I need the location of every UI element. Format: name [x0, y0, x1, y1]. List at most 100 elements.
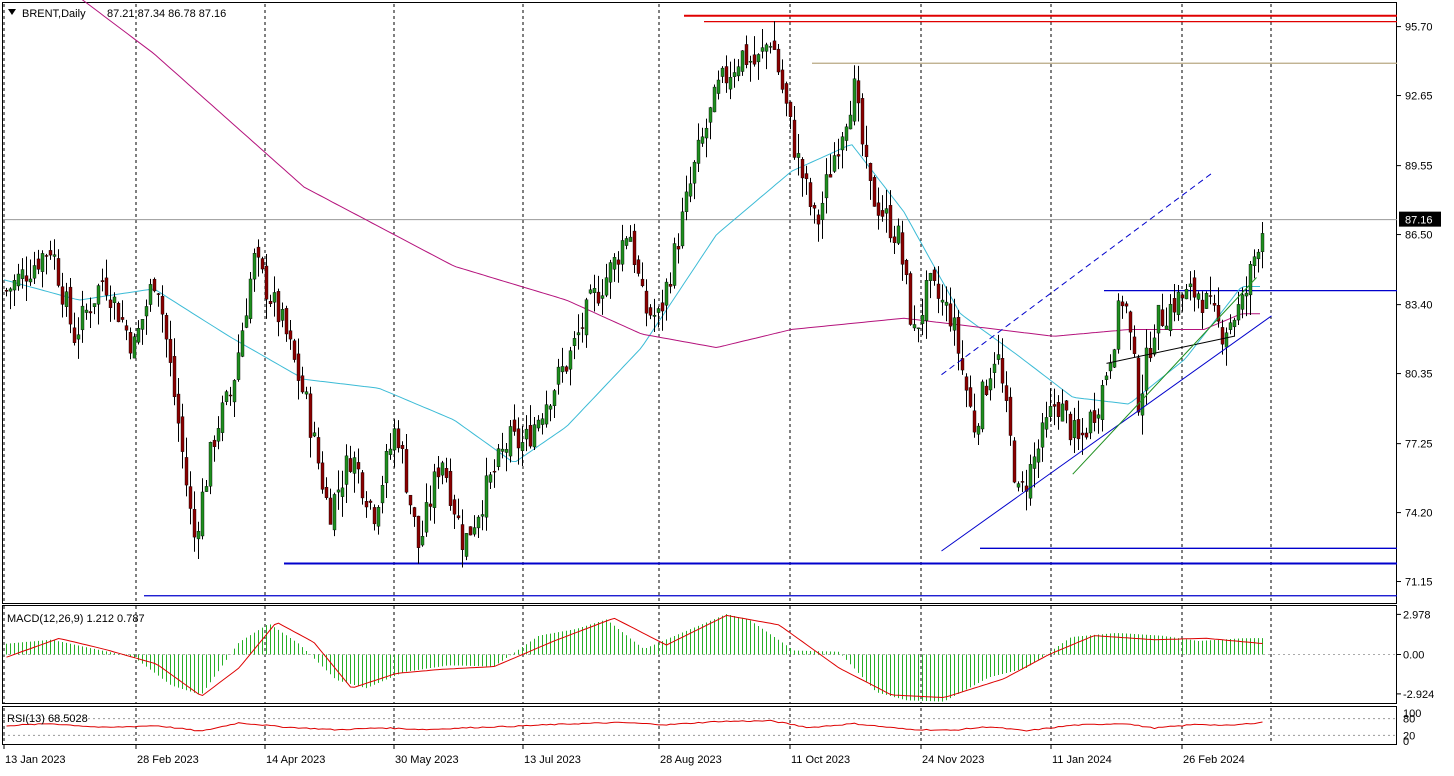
bear-candle: [444, 468, 449, 478]
bull-candle: [612, 257, 617, 270]
bull-candle: [1044, 417, 1049, 430]
bull-candle: [272, 292, 277, 303]
time-tick-label: 11 Jan 2024: [1052, 754, 1112, 766]
trendline: [941, 173, 1212, 376]
bull-candle: [1176, 291, 1181, 316]
bear-candle: [1020, 481, 1025, 483]
time-tick-label: 28 Aug 2023: [660, 754, 722, 766]
bear-candle: [972, 410, 977, 433]
bear-candle: [828, 174, 833, 178]
bull-candle: [624, 238, 629, 246]
bull-candle: [568, 350, 573, 370]
bear-candle: [860, 98, 865, 145]
bull-candle: [424, 502, 429, 533]
bull-candle: [504, 449, 509, 453]
bear-candle: [168, 338, 173, 363]
bull-candle: [1252, 256, 1257, 267]
bull-candle: [8, 288, 13, 292]
bull-candle: [252, 252, 257, 280]
macd-series: [3, 614, 1397, 702]
bull-candle: [1256, 251, 1261, 260]
bull-candle: [1036, 448, 1041, 463]
bear-candle: [904, 260, 909, 276]
bull-candle: [696, 139, 701, 164]
bear-candle: [932, 269, 937, 281]
bear-candle: [372, 507, 377, 525]
bear-candle: [104, 277, 109, 296]
bear-candle: [868, 163, 873, 181]
bear-candle: [1124, 303, 1129, 307]
bull-candle: [824, 174, 829, 199]
bear-candle: [640, 278, 645, 287]
bear-candle: [1076, 419, 1081, 440]
current-price-label: 87.16: [1405, 215, 1433, 227]
bull-candle: [40, 253, 45, 272]
bear-candle: [456, 515, 461, 519]
bull-candle: [52, 254, 57, 257]
bull-candle: [576, 332, 581, 336]
bull-candle: [1112, 349, 1117, 368]
macd-tick-label: -2.924: [1403, 689, 1434, 701]
price-tick-label: 89.55: [1405, 161, 1433, 173]
bull-candle: [952, 317, 957, 331]
bear-candle: [908, 273, 913, 325]
bull-candle: [1140, 393, 1145, 416]
bear-candle: [260, 258, 265, 270]
bear-candle: [668, 283, 673, 287]
bull-candle: [344, 455, 349, 485]
bull-candle: [1188, 283, 1193, 288]
bull-candle: [652, 314, 657, 317]
bull-candle: [1164, 325, 1169, 330]
bull-candle: [572, 338, 577, 346]
bull-candle: [112, 296, 117, 303]
bull-candle: [556, 366, 561, 385]
bull-candle: [236, 352, 241, 380]
bull-candle: [604, 277, 609, 296]
bull-candle: [488, 474, 493, 483]
bear-candle: [108, 299, 113, 308]
bear-candle: [1000, 358, 1005, 384]
sma-long-line: [81, 0, 1260, 349]
bear-candle: [1136, 357, 1141, 413]
bull-candle: [720, 67, 725, 77]
bear-candle: [724, 66, 729, 84]
bear-candle: [256, 246, 261, 258]
bull-candle: [336, 489, 341, 493]
bear-candle: [596, 291, 601, 304]
bull-candle: [132, 336, 137, 359]
bear-candle: [264, 265, 269, 300]
bull-candle: [476, 516, 481, 529]
bull-candle: [96, 285, 101, 305]
bear-candle: [1068, 413, 1073, 441]
bull-candle: [1156, 304, 1161, 334]
bull-candle: [740, 50, 745, 72]
bull-candle: [388, 448, 393, 455]
bear-candle: [1220, 327, 1225, 345]
bull-candle: [1248, 264, 1253, 296]
bull-candle: [1048, 406, 1053, 417]
bear-candle: [512, 419, 517, 432]
bull-candle: [852, 78, 857, 122]
bear-candle: [412, 507, 417, 517]
bear-candle: [276, 291, 281, 323]
bull-candle: [1040, 422, 1045, 448]
bull-candle: [1244, 292, 1249, 297]
bull-candle: [584, 299, 589, 336]
bull-candle: [912, 324, 917, 329]
bull-candle: [1100, 385, 1105, 420]
price-tick-label: 83.40: [1405, 300, 1433, 312]
bull-candle: [684, 191, 689, 212]
bear-candle: [300, 375, 305, 393]
bull-candle: [376, 507, 381, 527]
bear-candle: [964, 376, 969, 391]
bull-candle: [832, 155, 837, 172]
bear-candle: [1208, 295, 1213, 297]
bear-candle: [116, 303, 121, 323]
bear-candle: [808, 182, 813, 207]
bull-candle: [768, 46, 773, 48]
bear-candle: [804, 173, 809, 180]
bull-candle: [920, 315, 925, 324]
bear-candle: [368, 500, 373, 503]
collapse-triangle-icon[interactable]: [8, 9, 16, 15]
